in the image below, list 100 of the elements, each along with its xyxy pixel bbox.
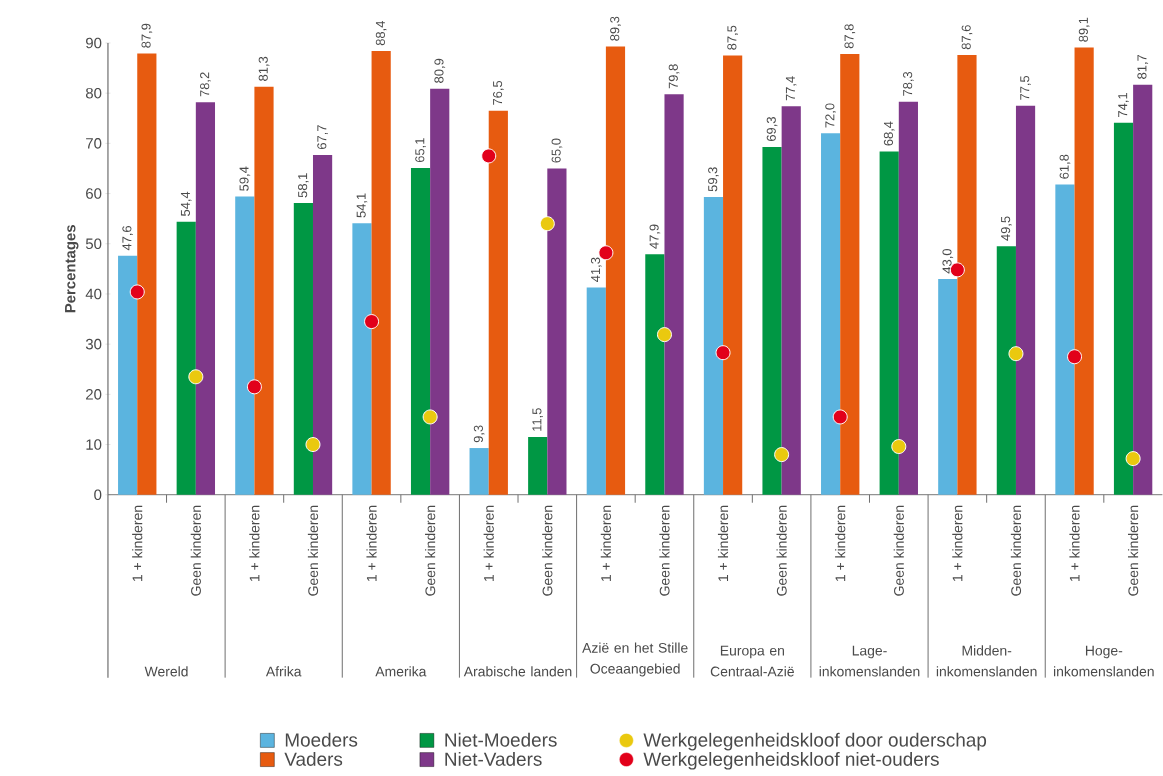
bar bbox=[488, 110, 508, 495]
legend-label: Werkgelegenheidskloof door ouderschap bbox=[643, 733, 987, 751]
data-label: 72,0 bbox=[825, 103, 836, 128]
bar bbox=[118, 256, 138, 495]
x-tick-label: 1 + kinderen bbox=[249, 506, 260, 582]
data-label: 77,4 bbox=[785, 76, 797, 101]
data-label: 89,1 bbox=[1078, 17, 1090, 42]
y-tick-label: 90 bbox=[86, 37, 102, 49]
data-label: 81,7 bbox=[1137, 55, 1149, 80]
bar bbox=[1015, 105, 1036, 495]
data-label: 68,4 bbox=[883, 121, 895, 146]
x-tick-label: Geen kinderen bbox=[659, 506, 670, 596]
point bbox=[188, 369, 204, 385]
data-label: 54,1 bbox=[356, 193, 368, 218]
bar bbox=[840, 54, 860, 495]
text: Lage-inkomenslanden bbox=[819, 646, 920, 677]
data-label: 9,3 bbox=[473, 425, 485, 443]
y-tick-label: 80 bbox=[85, 88, 102, 99]
point bbox=[539, 216, 555, 232]
data-label: 79,8 bbox=[668, 64, 680, 89]
bar bbox=[352, 223, 372, 495]
data-label: 76,5 bbox=[492, 81, 504, 106]
x-tick-label: Geen kinderen bbox=[190, 506, 201, 596]
point bbox=[715, 345, 731, 361]
data-label: 11,5 bbox=[532, 408, 543, 432]
y-tick-label: 70 bbox=[86, 138, 102, 149]
point bbox=[1125, 451, 1141, 467]
point bbox=[832, 409, 848, 425]
data-label: 88,4 bbox=[375, 21, 387, 46]
bar bbox=[430, 88, 450, 495]
bar bbox=[703, 197, 724, 495]
x-tick-label: Geen kinderen bbox=[307, 506, 319, 596]
bar bbox=[605, 46, 626, 495]
bar bbox=[898, 101, 918, 495]
point bbox=[246, 379, 262, 395]
data-label: 81,3 bbox=[258, 57, 270, 82]
data-label: 74,1 bbox=[1118, 93, 1129, 118]
data-label: 89,3 bbox=[610, 16, 621, 41]
bar bbox=[410, 168, 431, 495]
bar bbox=[137, 53, 157, 495]
x-tick-label: 1 + kinderen bbox=[600, 506, 612, 582]
point bbox=[774, 447, 790, 463]
text: Afrika bbox=[265, 666, 302, 677]
point bbox=[129, 284, 145, 300]
x-tick-label: Geen kinderen bbox=[1010, 506, 1022, 596]
point bbox=[481, 148, 497, 164]
bar bbox=[938, 279, 958, 495]
bar bbox=[1055, 184, 1075, 495]
data-label: 80,9 bbox=[434, 59, 446, 84]
data-label: 49,5 bbox=[1001, 216, 1012, 241]
data-label: 78,2 bbox=[200, 72, 211, 97]
point bbox=[1008, 346, 1024, 362]
data-label: 87,8 bbox=[844, 24, 856, 49]
text: Midden-inkomenslanden bbox=[936, 645, 1037, 677]
bar bbox=[879, 151, 899, 495]
y-tick-label: 30 bbox=[85, 339, 102, 350]
data-label: 87,6 bbox=[961, 25, 973, 50]
legend-label: Werkgelegenheidskloof niet-ouders bbox=[643, 752, 939, 770]
text: Arabische landen bbox=[463, 666, 572, 677]
data-label: 58,1 bbox=[298, 173, 309, 198]
bar bbox=[528, 437, 548, 495]
x-tick-label: 1 + kinderen bbox=[366, 506, 377, 582]
x-tick-label: Geen kinderen bbox=[1127, 506, 1139, 596]
point bbox=[891, 439, 907, 455]
point bbox=[364, 314, 380, 330]
y-tick-label: 0 bbox=[94, 489, 102, 501]
data-label: 43,0 bbox=[942, 249, 954, 274]
data-label: 87,5 bbox=[727, 25, 738, 50]
bar bbox=[195, 102, 216, 495]
bar bbox=[371, 51, 391, 495]
legend-label: Vaders bbox=[284, 752, 343, 767]
text: Europa en Centraal-Azië bbox=[710, 646, 794, 677]
x-tick-label: 1 + kinderen bbox=[483, 506, 494, 582]
point bbox=[656, 327, 672, 343]
bar bbox=[312, 155, 333, 495]
bar bbox=[235, 196, 255, 495]
data-label: 65,1 bbox=[415, 138, 426, 163]
bar bbox=[469, 448, 489, 495]
bar bbox=[254, 86, 274, 495]
point bbox=[1067, 349, 1083, 365]
bar bbox=[586, 287, 606, 495]
data-label: 78,3 bbox=[903, 72, 914, 97]
y-tick-label: 40 bbox=[85, 288, 102, 300]
y-tick-label: 10 bbox=[86, 439, 102, 451]
x-tick-label: 1 + kinderen bbox=[1069, 506, 1080, 582]
x-tick-label: Geen kinderen bbox=[542, 506, 553, 596]
text: Hoge-inkomenslanden bbox=[1054, 646, 1154, 677]
data-label: 41,3 bbox=[590, 257, 602, 283]
data-label: 67,7 bbox=[317, 125, 328, 150]
text: Azië en het Stille Oceaangebied bbox=[582, 642, 688, 677]
data-label: 61,8 bbox=[1059, 154, 1071, 179]
y-tick-label: 50 bbox=[85, 238, 102, 250]
text: Amerika bbox=[375, 666, 427, 677]
data-label: 47,6 bbox=[122, 226, 133, 251]
bar bbox=[293, 203, 313, 495]
legend-label: Niet-Moeders bbox=[445, 733, 557, 747]
y-axis-title: Percentages bbox=[65, 225, 79, 313]
bar bbox=[723, 55, 743, 495]
bar bbox=[176, 221, 196, 495]
x-tick-label: Geen kinderen bbox=[776, 506, 787, 596]
